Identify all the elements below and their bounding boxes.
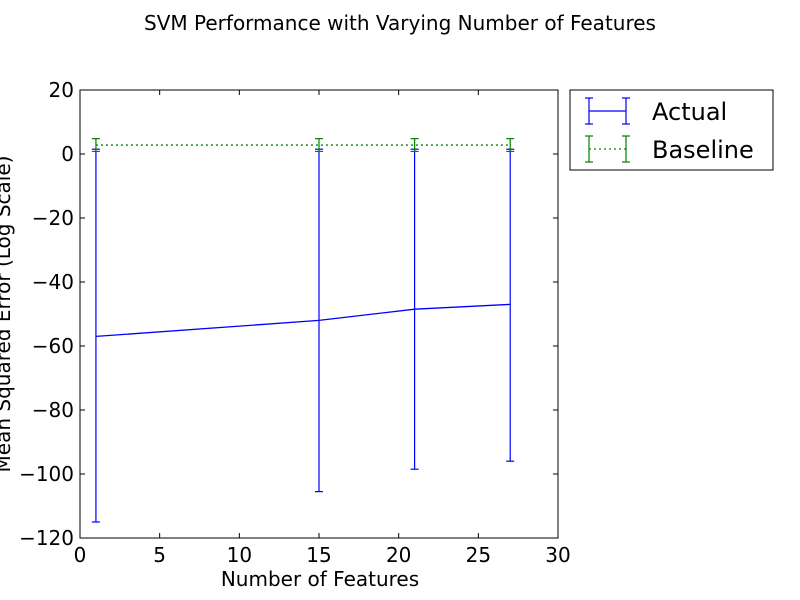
- chart-title: SVM Performance with Varying Number of F…: [144, 11, 656, 35]
- x-tick-label: 25: [466, 543, 491, 567]
- data-point: [413, 144, 416, 147]
- x-tick-label: 15: [306, 543, 331, 567]
- y-tick-label: −100: [19, 462, 74, 486]
- y-tick-label: −20: [32, 206, 74, 230]
- x-tick-label: 0: [74, 543, 87, 567]
- legend-label: Actual: [652, 98, 727, 126]
- y-tick-label: −120: [19, 526, 74, 550]
- data-point: [318, 144, 321, 147]
- legend: Actual Baseline: [569, 89, 774, 171]
- y-tick-label: −40: [32, 270, 74, 294]
- x-tick-label: 20: [386, 543, 411, 567]
- series-actual: [91, 148, 515, 523]
- data-point: [318, 319, 321, 322]
- x-axis-label: Number of Features: [221, 567, 419, 591]
- x-tick-label: 5: [153, 543, 166, 567]
- data-point: [94, 144, 97, 147]
- plot-area: 0 5 10 15 20 25 30 20 0 −20 −40 −60 −80 −100 −120: [19, 78, 571, 567]
- data-point: [94, 335, 97, 338]
- y-tick-label: 20: [49, 78, 74, 102]
- y-tick-label: −60: [32, 334, 74, 358]
- data-point: [509, 303, 512, 306]
- legend-frame: [569, 89, 774, 171]
- legend-label: Baseline: [652, 136, 754, 164]
- y-tick-label: 0: [61, 142, 74, 166]
- x-tick-label: 30: [545, 543, 570, 567]
- y-tick-label: −80: [32, 398, 74, 422]
- data-point: [413, 308, 416, 311]
- series-baseline: [91, 138, 515, 153]
- y-axis-label: Mean Squared Error (Log Scale): [0, 156, 15, 473]
- x-tick-label: 10: [227, 543, 252, 567]
- series-line: [95, 303, 511, 338]
- data-point: [509, 144, 512, 147]
